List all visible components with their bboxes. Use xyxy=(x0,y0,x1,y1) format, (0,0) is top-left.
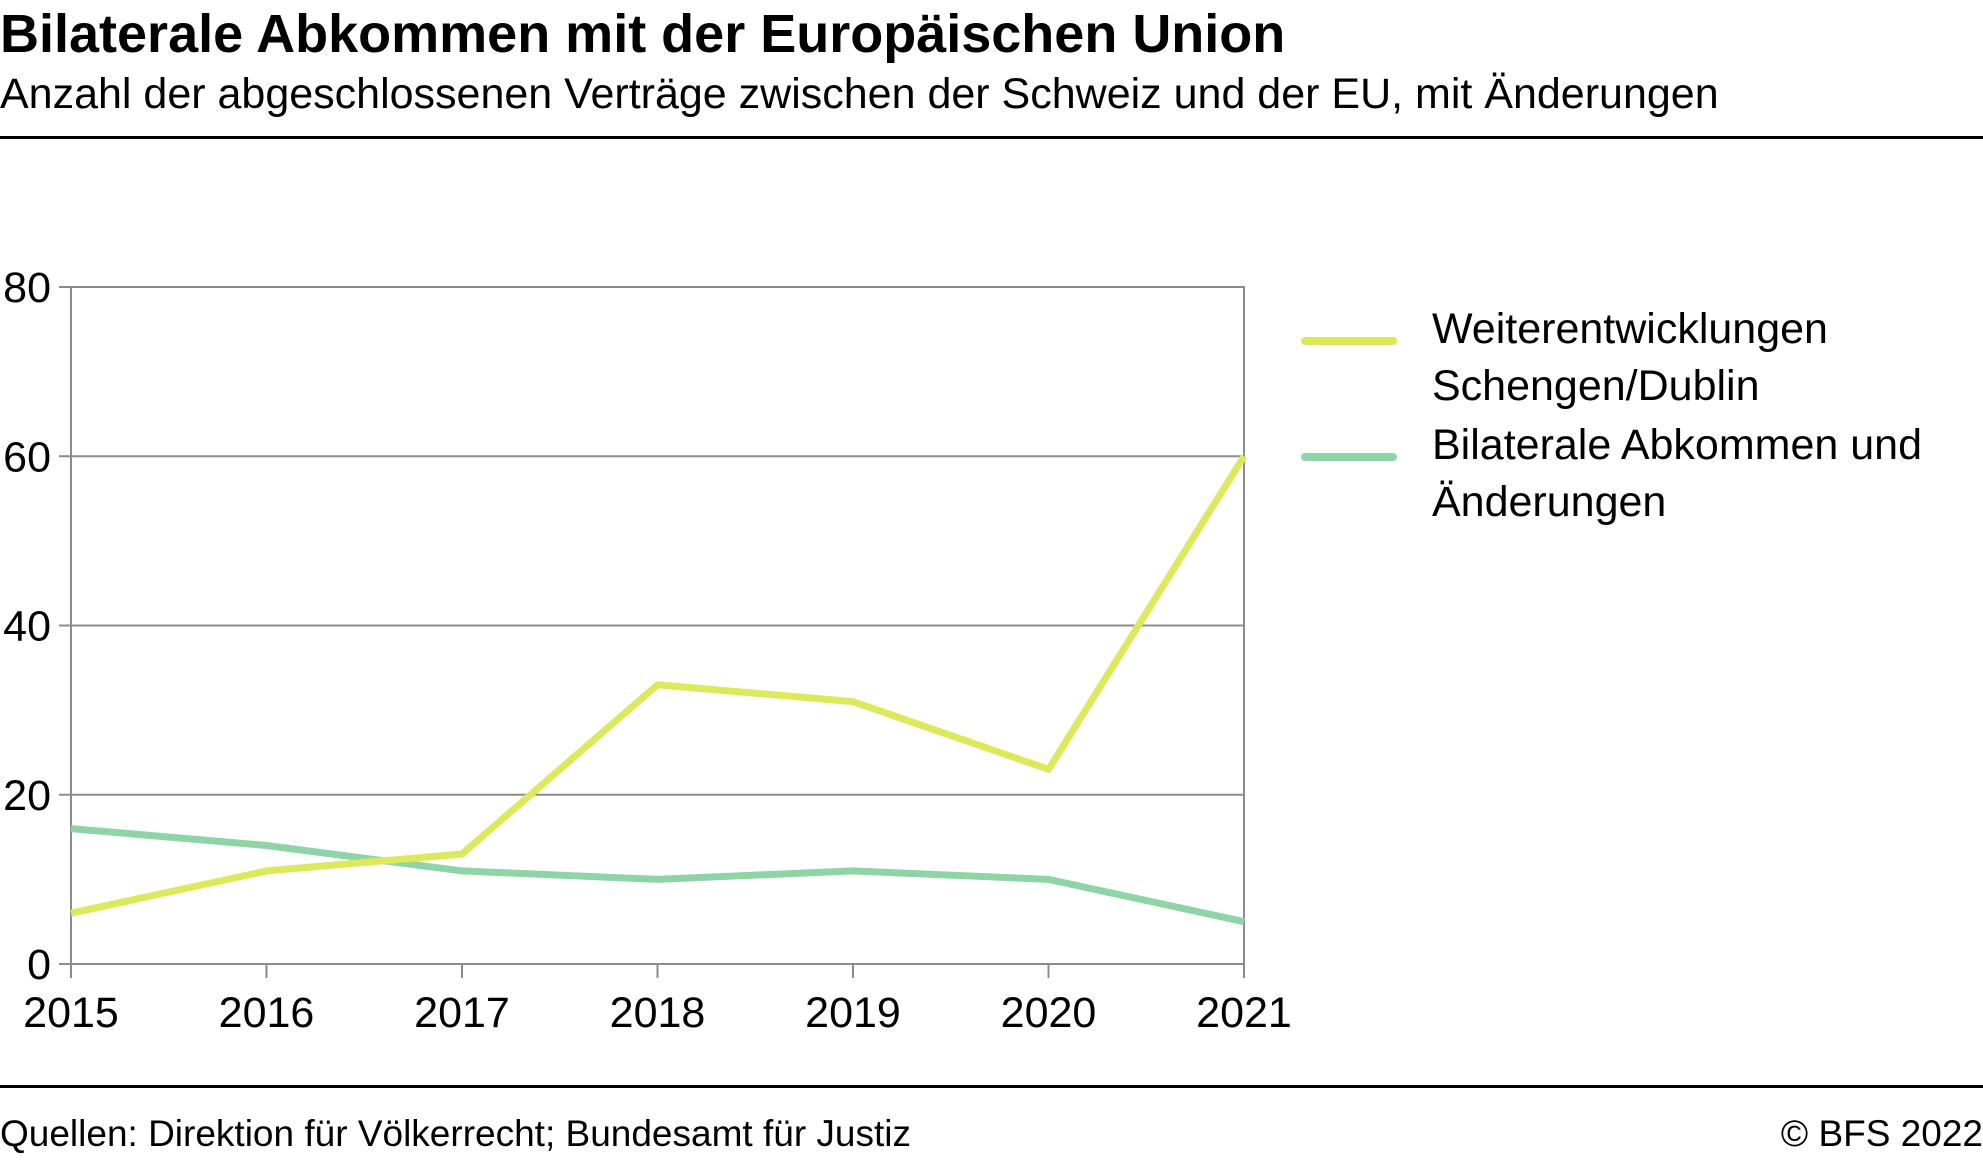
x-axis: 2015 2016 2017 2018 2019 2020 2021 xyxy=(23,964,1292,1037)
legend-label: Schengen/Dublin xyxy=(1432,362,1760,410)
gridlines xyxy=(71,455,1244,796)
x-tick-label: 2018 xyxy=(610,989,706,1037)
y-axis: 0 20 40 60 80 xyxy=(3,264,71,989)
x-tick-label: 2020 xyxy=(1001,989,1097,1037)
x-tick-label: 2019 xyxy=(805,989,901,1037)
legend-label: Änderungen xyxy=(1432,478,1666,526)
source-note: Quellen: Direktion für Völkerrecht; Bund… xyxy=(0,1113,911,1154)
y-tick-label: 20 xyxy=(3,772,51,820)
y-tick-label: 80 xyxy=(3,264,51,312)
x-tick-label: 2016 xyxy=(219,989,315,1037)
series-line xyxy=(70,825,1245,926)
x-tick-label: 2015 xyxy=(23,989,119,1037)
y-tick-label: 60 xyxy=(3,433,51,481)
header-divider xyxy=(0,136,1983,139)
legend-label: Bilaterale Abkommen und xyxy=(1432,421,1922,469)
series-lines xyxy=(70,454,1247,926)
x-tick-label: 2017 xyxy=(414,989,510,1037)
x-tick-label: 2021 xyxy=(1196,989,1292,1037)
chart-subtitle: Anzahl der abgeschlossenen Verträge zwis… xyxy=(0,70,1719,118)
y-tick-label: 0 xyxy=(27,941,51,989)
legend-label: Weiterentwicklungen xyxy=(1432,305,1828,353)
footer-divider xyxy=(0,1085,1983,1088)
series-line xyxy=(70,454,1247,917)
y-tick-label: 40 xyxy=(3,603,51,651)
chart-title: Bilaterale Abkommen mit der Europäischen… xyxy=(0,4,1286,64)
copyright-note: © BFS 2022 xyxy=(1780,1113,1983,1154)
legend: Weiterentwicklungen Schengen/Dublin Bilate… xyxy=(1301,305,1922,526)
